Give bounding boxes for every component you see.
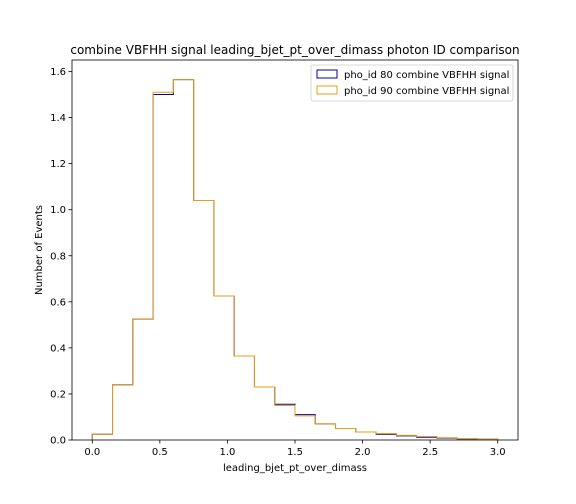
legend-swatch-pho-id-80 — [316, 69, 338, 79]
y-axis-label: Number of Events — [34, 205, 45, 295]
legend-swatch-pho-id-90 — [316, 85, 338, 95]
x-axis: 0.0 0.5 1.0 1.5 2.0 2.5 3.0 — [84, 440, 506, 458]
series-layer — [91, 79, 499, 440]
x-tick-label: 2.5 — [422, 447, 438, 458]
x-axis-label: leading_bjet_pt_over_dimass — [223, 463, 367, 474]
y-tick-label: 0.8 — [50, 251, 66, 262]
x-tick-label: 2.0 — [355, 447, 371, 458]
y-tick-label: 0.4 — [50, 343, 66, 354]
x-tick-label: 1.5 — [287, 447, 303, 458]
y-tick-label: 0.0 — [50, 436, 66, 447]
y-axis: 0.0 0.2 0.4 0.6 0.8 1.0 1.2 1.4 1.6 — [50, 67, 72, 447]
y-tick-label: 0.2 — [50, 389, 66, 400]
x-tick-label: 0.0 — [84, 447, 100, 458]
y-tick-label: 1.4 — [50, 113, 66, 124]
y-tick-label: 1.6 — [50, 67, 66, 78]
y-tick-label: 1.0 — [50, 205, 66, 216]
legend-box — [310, 64, 514, 102]
x-tick-label: 1.0 — [219, 447, 235, 458]
legend: pho_id 80 combine VBFHH signal pho_id 90… — [310, 64, 514, 102]
legend-entry-pho-id-80: pho_id 80 combine VBFHH signal — [344, 70, 509, 81]
legend-entry-pho-id-90: pho_id 90 combine VBFHH signal — [344, 86, 509, 97]
x-tick-label: 0.5 — [152, 447, 168, 458]
y-tick-label: 1.2 — [50, 159, 66, 170]
chart-title: combine VBFHH signal leading_bjet_pt_ove… — [70, 43, 519, 57]
y-tick-label: 0.6 — [50, 297, 66, 308]
axes-background — [72, 60, 518, 440]
x-tick-label: 3.0 — [490, 447, 506, 458]
plot-area: 0.0 0.5 1.0 1.5 2.0 2.5 3.0 0.0 0.2 0.4 0.6 0.8 1.0… — [50, 59, 519, 458]
histogram-series-1 — [91, 79, 499, 440]
